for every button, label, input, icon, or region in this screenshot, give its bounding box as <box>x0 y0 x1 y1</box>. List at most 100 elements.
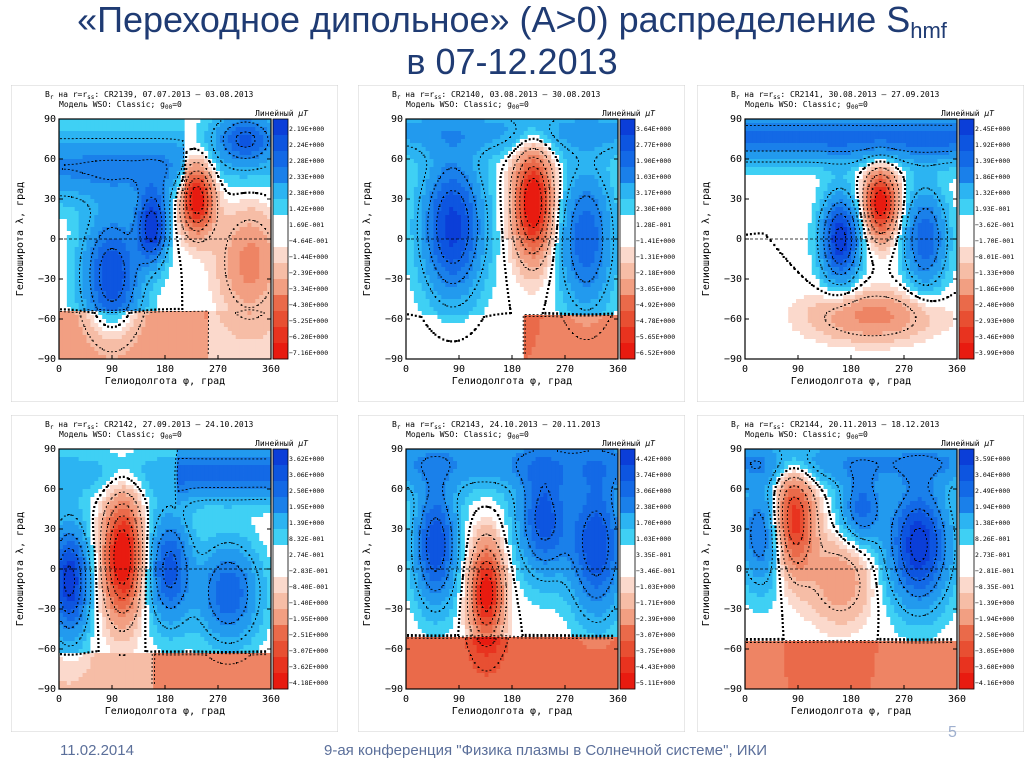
x-tick-label: 90 <box>792 364 804 375</box>
model-text: Модель WSO: Classic; g <box>406 430 512 439</box>
colorbar-swatch <box>959 625 974 642</box>
colorbar-swatch <box>959 119 974 136</box>
colorbar-label: 2.49E+000 <box>975 487 1010 495</box>
x-tick-label: 0 <box>742 694 748 705</box>
header-b: B <box>731 420 736 429</box>
colorbar-label: 3.06E+000 <box>289 471 324 479</box>
header-cr: CR2140, 03.08.2013 – 30.08.2013 <box>451 90 600 99</box>
colorbar-swatch <box>959 481 974 498</box>
header-colon: : <box>780 90 790 99</box>
y-axis-label: Гелиоширота λ, град <box>15 182 26 296</box>
colorbar-swatch <box>959 295 974 312</box>
colorbar-swatch <box>620 327 635 344</box>
colorbar-swatch <box>959 215 974 232</box>
colorbar-label: 1.86E+000 <box>975 173 1010 181</box>
colorbar-swatch <box>620 657 635 674</box>
x-tick-label: 360 <box>948 694 966 705</box>
y-tick-label: 90 <box>44 444 56 455</box>
colorbar-swatch <box>273 625 288 642</box>
unit-mu: μT <box>297 109 309 118</box>
colorbar-swatch <box>273 577 288 594</box>
y-tick-label: −60 <box>724 314 742 325</box>
colorbar-swatch <box>273 295 288 312</box>
colorbar-swatch <box>620 215 635 232</box>
header-b: B <box>392 420 397 429</box>
colorbar-label: −7.16E+000 <box>289 349 328 357</box>
header-ss: ss <box>773 94 781 101</box>
colorbar-label: 1.93E-001 <box>975 205 1010 213</box>
header-mid: на r=r <box>739 90 773 99</box>
x-tick-label: 180 <box>156 694 174 705</box>
colorbar-swatch <box>959 465 974 482</box>
y-tick-label: 30 <box>391 194 403 205</box>
colorbar-swatch <box>273 513 288 530</box>
colorbar-swatch <box>620 497 635 514</box>
y-tick-label: −90 <box>38 684 56 695</box>
colorbar-swatch <box>620 135 635 152</box>
x-tick-label: 270 <box>895 364 913 375</box>
colorbar-swatch <box>959 657 974 674</box>
colorbar-label: 2.38E+000 <box>289 189 324 197</box>
y-tick-label: −60 <box>385 314 403 325</box>
x-tick-label: 360 <box>948 364 966 375</box>
colorbar-swatch <box>620 279 635 296</box>
y-tick-label: −30 <box>38 604 56 615</box>
y-tick-label: 30 <box>44 524 56 535</box>
colorbar-label: 2.19E+000 <box>289 125 324 133</box>
colorbar-swatch <box>273 673 288 690</box>
map-panel-cr2142: Br на r=rss: CR2142, 27.09.2013 – 24.10.… <box>11 415 338 732</box>
x-tick-label: 0 <box>56 364 62 375</box>
colorbar-label: 2.50E+000 <box>289 487 324 495</box>
colorbar-label: −1.31E+000 <box>636 253 675 261</box>
colorbar-label: −6.52E+000 <box>636 349 675 357</box>
contour-lines <box>407 450 617 672</box>
colorbar-label: 3.62E+000 <box>289 455 324 463</box>
y-tick-label: −30 <box>385 604 403 615</box>
colorbar-swatch <box>273 151 288 168</box>
colorbar-swatch <box>620 673 635 690</box>
colorbar-swatch <box>959 593 974 610</box>
colorbar-label: −1.41E+000 <box>636 237 675 245</box>
y-tick-label: 0 <box>50 564 56 575</box>
unit-word: Линейный <box>255 439 298 448</box>
y-tick-label: 90 <box>391 114 403 125</box>
colorbar-swatch <box>620 343 635 360</box>
colorbar-label: −2.81E-001 <box>975 567 1014 575</box>
colorbar-label: −4.30E+000 <box>289 301 328 309</box>
y-tick-label: 0 <box>736 234 742 245</box>
map-panel-cr2140: Br на r=rss: CR2140, 03.08.2013 – 30.08.… <box>358 85 685 402</box>
header-ss: ss <box>434 424 442 431</box>
colorbar-swatch <box>959 529 974 546</box>
x-tick-label: 270 <box>209 694 227 705</box>
header-mid: на r=r <box>53 420 87 429</box>
colorbar-label: 3.35E-001 <box>636 551 671 559</box>
colorbar-label: 2.45E+000 <box>975 125 1010 133</box>
header-colon: : <box>441 90 451 99</box>
colorbar-label: 2.38E+000 <box>636 503 671 511</box>
colorbar-label: −1.86E+000 <box>975 285 1014 293</box>
colorbar-swatch <box>620 295 635 312</box>
colorbar-swatch <box>620 641 635 658</box>
colorbar: 3.64E+000 2.77E+000 1.90E+000 1.03E+000 3.17… <box>619 118 675 360</box>
y-tick-label: 60 <box>730 484 742 495</box>
colorbar-label: −2.39E+000 <box>636 615 675 623</box>
slide-title-main: «Переходное дипольное» (A>0) распределен… <box>77 0 910 40</box>
colorbar-label: −4.43E+000 <box>636 663 675 671</box>
header-cr: CR2142, 27.09.2013 – 24.10.2013 <box>104 420 253 429</box>
colorbar-swatch <box>273 279 288 296</box>
y-tick-label: 60 <box>44 154 56 165</box>
colorbar-swatch <box>620 199 635 216</box>
colorbar-label: −5.65E+000 <box>636 333 675 341</box>
colorbar-label: −2.83E-001 <box>289 567 328 575</box>
model-sub: 00 <box>512 104 520 111</box>
colorbar-swatch <box>959 673 974 690</box>
x-tick-label: 0 <box>742 364 748 375</box>
model-line: Модель WSO: Classic; g00=0 <box>59 430 182 441</box>
header-ss: ss <box>434 94 442 101</box>
y-tick-label: −90 <box>385 354 403 365</box>
header-cr: CR2144, 20.11.2013 – 18.12.2013 <box>790 420 939 429</box>
colorbar-swatch <box>959 561 974 578</box>
map-header: Br на r=rss: CR2139, 07.07.2013 – 03.08.… <box>45 90 254 101</box>
colorbar-label: −3.05E+000 <box>975 647 1014 655</box>
header-ss: ss <box>87 94 95 101</box>
